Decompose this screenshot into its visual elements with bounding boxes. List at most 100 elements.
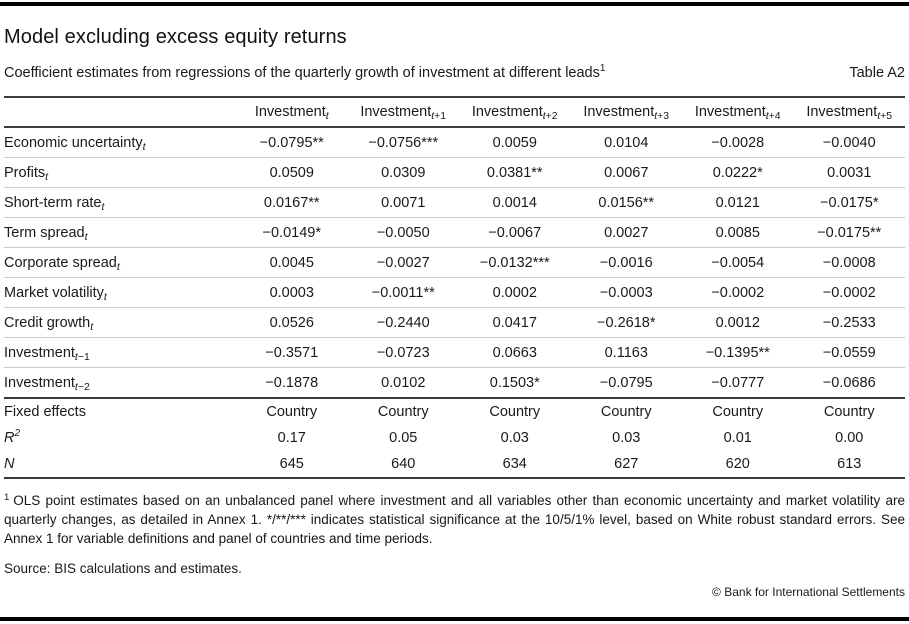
coefficient-cell: 0.0309 bbox=[347, 157, 459, 188]
coefficient-cell: −0.0016 bbox=[570, 247, 682, 278]
coefficient-cell: 0.0526 bbox=[236, 307, 348, 338]
coefficient-cell: −0.1395** bbox=[682, 337, 794, 368]
header-empty-cell bbox=[4, 96, 236, 128]
regression-table: Investmentt Investmentt+1 Investmentt+2 Inv… bbox=[4, 96, 905, 479]
coefficient-cell: 0.0381** bbox=[459, 157, 571, 188]
coefficient-cell: 0.0012 bbox=[682, 307, 794, 338]
coefficient-cell: 0.0156** bbox=[570, 187, 682, 218]
coefficient-cell: −0.0002 bbox=[793, 277, 905, 308]
column-header-investment+1: Investmentt+1 bbox=[347, 96, 459, 128]
table-row: Investmentt−1 −0.3571 −0.0723 0.0663 0.1163−… bbox=[4, 337, 905, 368]
coefficient-cell: −0.2618* bbox=[570, 307, 682, 338]
subtitle-row: Coefficient estimates from regressions o… bbox=[4, 63, 905, 83]
table-row: Credit growtht 0.0526 −0.2440 0.0417 −0.2618… bbox=[4, 307, 905, 338]
source-line: Source: BIS calculations and estimates. bbox=[4, 561, 242, 576]
coefficient-cell: 0.0014 bbox=[459, 187, 571, 218]
summary-cell: 613 bbox=[793, 451, 905, 479]
summary-cell: Country bbox=[377, 404, 429, 420]
coefficient-cell: −0.0002 bbox=[682, 277, 794, 308]
variable-subscript: t bbox=[116, 260, 120, 273]
variable-subscript: t bbox=[325, 110, 329, 122]
summary-cell: 620 bbox=[682, 451, 794, 479]
row-label: Economic uncertaintyt bbox=[4, 127, 236, 158]
coefficient-cell: 0.0085 bbox=[682, 217, 794, 248]
summary-row: Fixed effects Country Country Country Countr… bbox=[4, 398, 905, 425]
summary-row-label: Fixed effects bbox=[4, 404, 86, 420]
table-subtitle-text: Coefficient estimates from regressions o… bbox=[4, 65, 600, 81]
row-label: Term spreadt bbox=[4, 217, 236, 248]
coefficient-cell: −0.3571 bbox=[236, 337, 348, 368]
coefficient-cell: −0.0795** bbox=[236, 127, 348, 158]
summary-row: N 645 640 634 627 620 613 bbox=[4, 451, 905, 479]
footnote-marker: 1 bbox=[4, 491, 10, 503]
coefficient-cell: −0.0175* bbox=[793, 187, 905, 218]
row-label: Profitst bbox=[4, 157, 236, 188]
coefficient-cell: −0.0723 bbox=[347, 337, 459, 368]
coefficient-cell: −0.0050 bbox=[347, 217, 459, 248]
summary-rows: Fixed effects Country Country Country Countr… bbox=[4, 398, 905, 479]
variable-subscript: t bbox=[90, 320, 94, 333]
variable-subscript: t bbox=[101, 200, 105, 213]
summary-cell: 0.00 bbox=[835, 430, 864, 446]
top-rule bbox=[0, 2, 909, 6]
coefficient-cell: −0.0559 bbox=[793, 337, 905, 368]
coefficient-cell: −0.1878 bbox=[236, 367, 348, 399]
coefficient-cell: −0.0003 bbox=[570, 277, 682, 308]
summary-row: R2 0.17 0.05 0.03 0.03 0.01 0.00 bbox=[4, 425, 905, 451]
coefficient-cell: 0.0102 bbox=[347, 367, 459, 399]
coefficient-cell: 0.0121 bbox=[682, 187, 794, 218]
table-row: Investmentt−2 −0.1878 0.0102 0.1503* −0.0795… bbox=[4, 367, 905, 399]
variable-subscript: t−2 bbox=[74, 380, 90, 393]
table-row: Short-term ratet 0.0167** 0.0071 0.0014 0.01… bbox=[4, 187, 905, 218]
row-label: Credit growtht bbox=[4, 307, 236, 338]
coefficient-cell: 0.1163 bbox=[570, 337, 682, 368]
row-label: Short-term ratet bbox=[4, 187, 236, 218]
bottom-rule bbox=[0, 617, 909, 621]
coefficient-cell: 0.0071 bbox=[347, 187, 459, 218]
coefficient-cell: −0.0067 bbox=[459, 217, 571, 248]
summary-cell: 640 bbox=[347, 451, 459, 479]
coefficient-cell: −0.0040 bbox=[793, 127, 905, 158]
coefficient-cell: 0.0059 bbox=[459, 127, 571, 158]
variable-subscript: t bbox=[142, 140, 146, 153]
summary-cell: 645 bbox=[236, 451, 348, 479]
summary-cell: Country bbox=[823, 404, 875, 420]
summary-cell: Country bbox=[600, 404, 652, 420]
column-header-investment+5: Investmentt+5 bbox=[793, 96, 905, 128]
summary-cell: Country bbox=[712, 404, 764, 420]
table-header-row: Investmentt Investmentt+1 Investmentt+2 Inv… bbox=[4, 96, 905, 128]
column-header-investment-t: Investmentt bbox=[236, 96, 348, 128]
variable-subscript: t+4 bbox=[765, 110, 781, 122]
coefficient-cell: 0.1503* bbox=[459, 367, 571, 399]
footnote-text: 1 OLS point estimates based on an unbalan… bbox=[4, 491, 905, 548]
coefficient-cell: −0.0132*** bbox=[459, 247, 571, 278]
page-title: Model excluding excess equity returns bbox=[4, 26, 347, 48]
coefficient-cell: 0.0104 bbox=[570, 127, 682, 158]
coefficient-cell: −0.0027 bbox=[347, 247, 459, 278]
table-row: Market volatilityt 0.0003 −0.0011** 0.0002−… bbox=[4, 277, 905, 308]
footnote-body: OLS point estimates based on an unbalanc… bbox=[4, 493, 905, 546]
variable-subscript: t bbox=[45, 170, 49, 183]
coefficient-cell: −0.0756*** bbox=[347, 127, 459, 158]
coefficient-cell: 0.0509 bbox=[236, 157, 348, 188]
table-row: Term spreadt −0.0149* −0.0050 −0.0067 0.0027… bbox=[4, 217, 905, 248]
summary-row-label: N bbox=[4, 451, 236, 479]
coefficient-cell: 0.0031 bbox=[793, 157, 905, 188]
coefficient-rows: Economic uncertaintyt −0.0795** −0.0756***… bbox=[4, 127, 905, 399]
coefficient-cell: −0.0011** bbox=[347, 277, 459, 308]
summary-cell: 634 bbox=[459, 451, 571, 479]
coefficient-cell: −0.0008 bbox=[793, 247, 905, 278]
variable-subscript: t+5 bbox=[877, 110, 893, 122]
table-row: Corporate spreadt 0.0045 −0.0027 −0.0132***… bbox=[4, 247, 905, 278]
coefficient-cell: 0.0167** bbox=[236, 187, 348, 218]
summary-cell: 627 bbox=[570, 451, 682, 479]
summary-cell: 0.05 bbox=[389, 430, 418, 446]
variable-subscript: t−1 bbox=[74, 350, 90, 363]
table-subtitle: Coefficient estimates from regressions o… bbox=[4, 63, 605, 83]
summary-cell: 0.17 bbox=[277, 430, 306, 446]
row-label: Corporate spreadt bbox=[4, 247, 236, 278]
coefficient-cell: 0.0663 bbox=[459, 337, 571, 368]
coefficient-cell: 0.0003 bbox=[236, 277, 348, 308]
coefficient-cell: −0.0175** bbox=[793, 217, 905, 248]
